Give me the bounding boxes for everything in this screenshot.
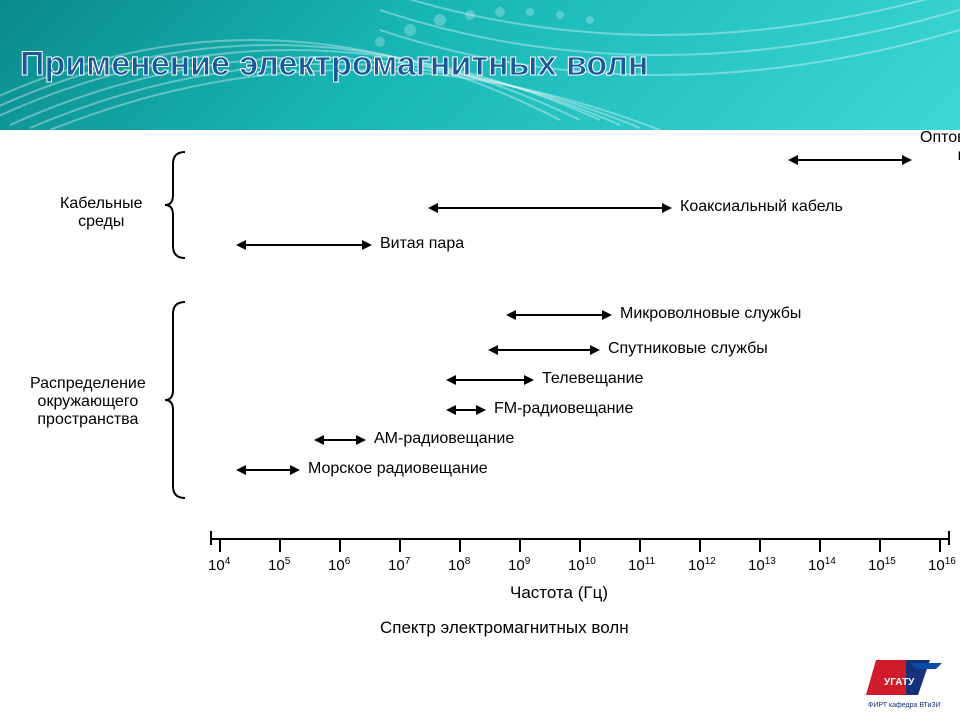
spectrum-range: Витая пара [0,236,960,256]
axis-tick-label: 1015 [868,556,896,574]
diagram-area: КабельныесредыОптоволоконныйкабельКоакси… [0,130,960,720]
axis-tick-label: 105 [268,556,290,574]
range-label: АМ-радиовещание [374,430,514,448]
range-label: Телевещание [542,370,643,388]
axis-tick-label: 1010 [568,556,596,574]
axis-tick [819,538,821,552]
axis-tick-label: 106 [328,556,350,574]
spectrum-range: FM-радиовещание [0,401,960,421]
axis-tick-label: 104 [208,556,230,574]
spectrum-range: Коаксиальный кабель [0,199,960,219]
axis-tick [219,538,221,552]
axis-tick-label: 1011 [628,556,655,574]
axis-tick [279,538,281,552]
axis-tick-label: 107 [388,556,410,574]
axis-tick [939,538,941,552]
spectrum-range: Телевещание [0,371,960,391]
range-label: Оптоволоконныйкабель [920,129,960,165]
axis-tick-label: 1016 [928,556,956,574]
axis-title: Частота (Гц) [510,583,608,603]
axis-tick-label: 108 [448,556,470,574]
range-label: Витая пара [380,235,464,253]
axis-tick [519,538,521,552]
spectrum-range: Оптоволоконныйкабель [0,151,960,171]
spectrum-range: АМ-радиовещание [0,431,960,451]
diagram-caption: Спектр электромагнитных волн [380,618,629,638]
axis-tick [579,538,581,552]
logo-org-text: УГАТУ [884,677,915,688]
axis-tick-label: 1014 [808,556,836,574]
axis-tick [759,538,761,552]
axis-tick-label: 1012 [688,556,716,574]
axis-tick [699,538,701,552]
axis-tick-label: 109 [508,556,530,574]
range-label: FM-радиовещание [494,400,633,418]
range-label: Микроволновые службы [620,305,801,323]
range-label: Коаксиальный кабель [680,198,843,216]
axis-tick [639,538,641,552]
axis-tick [399,538,401,552]
institution-logo: УГАТУ ФИРТ кафедра ВТиЗИ [858,655,948,710]
axis-tick [459,538,461,552]
spectrum-range: Спутниковые службы [0,341,960,361]
axis-tick [339,538,341,552]
page-title: Применение электромагнитных волн [20,45,648,84]
range-label: Спутниковые службы [608,340,768,358]
axis-tick-label: 1013 [748,556,776,574]
axis-tick [879,538,881,552]
spectrum-range: Микроволновые службы [0,306,960,326]
range-label: Морское радиовещание [308,460,488,478]
spectrum-range: Морское радиовещание [0,461,960,481]
logo-dept-text: ФИРТ кафедра ВТиЗИ [868,702,941,709]
